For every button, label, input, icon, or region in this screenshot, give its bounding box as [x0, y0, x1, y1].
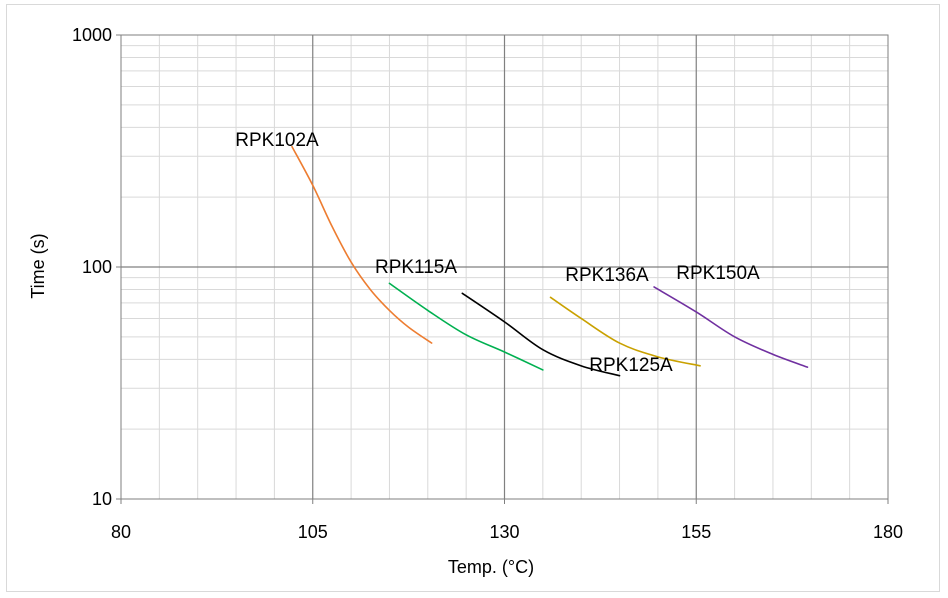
- series-label-rpk136a: RPK136A: [565, 265, 649, 286]
- x-tick-label: 80: [111, 522, 131, 542]
- x-tick-label: 155: [681, 522, 711, 542]
- chart-frame: [6, 4, 940, 592]
- major-grid: [121, 35, 888, 499]
- y-axis-title: Time (s): [28, 233, 48, 298]
- x-tick-label: 180: [873, 522, 903, 542]
- series-line-rpk136a: [549, 296, 701, 367]
- series-label-rpk102a: RPK102A: [235, 130, 319, 151]
- series-label-rpk115a: RPK115A: [375, 257, 457, 278]
- series-line-rpk115a: [388, 282, 544, 371]
- series-layer: [291, 145, 809, 377]
- series-line-rpk102a: [291, 145, 433, 344]
- x-tick-label: 130: [489, 522, 519, 542]
- series-line-rpk150a: [653, 286, 809, 368]
- series-labels: RPK102A RPK115A RPK125A RPK136A RPK150A: [235, 130, 760, 376]
- series-label-rpk150a: RPK150A: [676, 263, 760, 284]
- series-line-rpk125a: [461, 292, 621, 377]
- y-tick-label: 1000: [72, 25, 112, 45]
- y-tick-label: 100: [82, 257, 112, 277]
- x-tick-label: 105: [298, 522, 328, 542]
- x-axis-title: Temp. (°C): [448, 557, 534, 577]
- y-tick-label: 10: [92, 489, 112, 509]
- series-label-rpk125a: RPK125A: [589, 355, 673, 376]
- axis-ticks: 80 105 130 155 180 10 100 1000: [72, 25, 903, 542]
